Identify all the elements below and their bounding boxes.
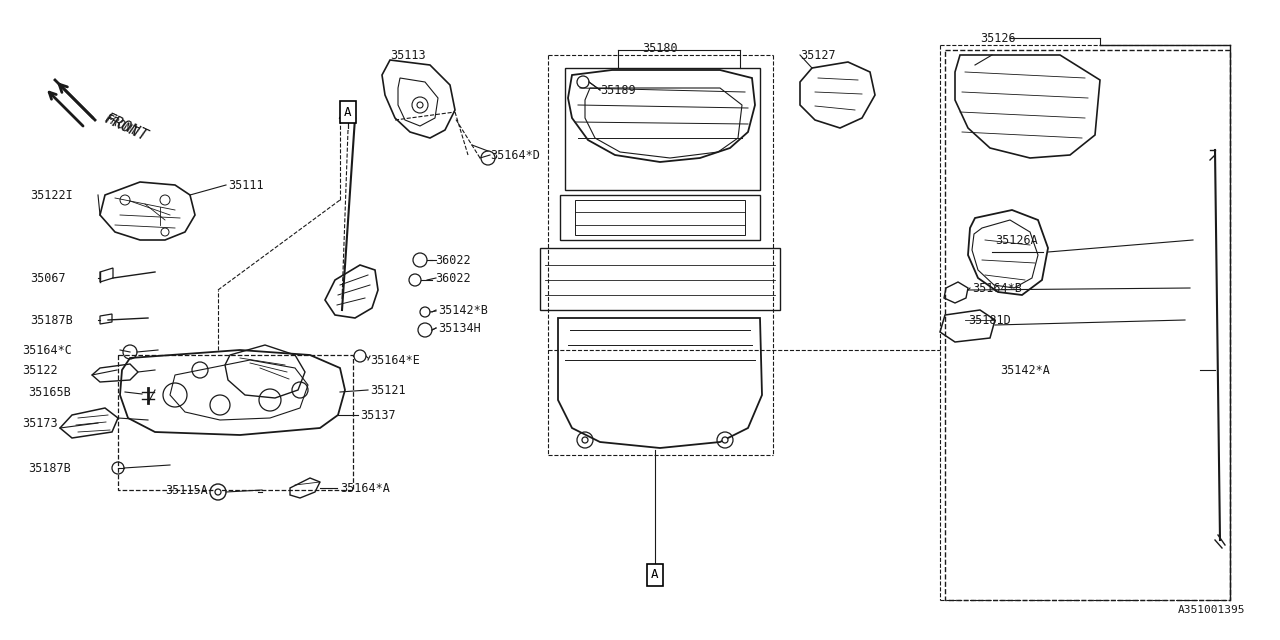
Circle shape <box>215 489 221 495</box>
Circle shape <box>582 437 588 443</box>
Text: 35122: 35122 <box>22 364 58 376</box>
Text: 35181D: 35181D <box>968 314 1011 326</box>
Text: 35115A: 35115A <box>165 483 207 497</box>
Text: A: A <box>344 106 352 118</box>
Text: 35137: 35137 <box>360 408 396 422</box>
Text: 35113: 35113 <box>390 49 426 61</box>
Text: 35189: 35189 <box>600 83 636 97</box>
Text: 35173: 35173 <box>22 417 58 429</box>
Text: 35122I: 35122I <box>29 189 73 202</box>
Text: 35180: 35180 <box>643 42 678 54</box>
Circle shape <box>722 437 728 443</box>
Text: 35126A: 35126A <box>995 234 1038 246</box>
Text: 35164*D: 35164*D <box>490 148 540 161</box>
Bar <box>118 355 353 490</box>
Text: A351001395: A351001395 <box>1178 605 1245 615</box>
Circle shape <box>417 102 422 108</box>
Text: 35142*B: 35142*B <box>438 303 488 317</box>
Text: 35165B: 35165B <box>28 385 70 399</box>
Text: 36022: 36022 <box>435 253 471 266</box>
Text: 36022: 36022 <box>435 271 471 285</box>
Text: A: A <box>652 568 659 582</box>
Text: 35121: 35121 <box>370 383 406 397</box>
Text: 35164*B: 35164*B <box>972 282 1021 294</box>
Text: 35187B: 35187B <box>28 461 70 474</box>
Text: 35134H: 35134H <box>438 321 481 335</box>
Text: FRONT: FRONT <box>102 111 150 144</box>
Text: FRONT: FRONT <box>102 112 140 139</box>
Text: 35164*A: 35164*A <box>340 481 390 495</box>
Text: 35067: 35067 <box>29 271 65 285</box>
Text: 35126: 35126 <box>980 31 1015 45</box>
Text: 35127: 35127 <box>800 49 836 61</box>
Text: 35164*C: 35164*C <box>22 344 72 356</box>
Text: 35111: 35111 <box>228 179 264 191</box>
Text: 35164*E: 35164*E <box>370 353 420 367</box>
Text: 35142*A: 35142*A <box>1000 364 1050 376</box>
Text: 35187B: 35187B <box>29 314 73 326</box>
